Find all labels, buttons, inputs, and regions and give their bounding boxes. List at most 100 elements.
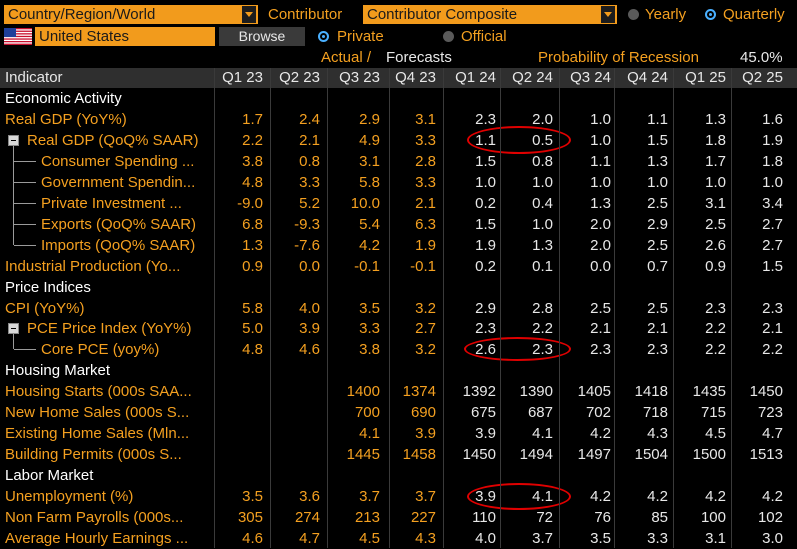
table-row[interactable]: New Home Sales (000s S... 700 690 675 687 702…: [0, 402, 797, 423]
table-row[interactable]: Existing Home Sales (Mln... 4.1 3.9 3.9 4.1 4…: [0, 423, 797, 444]
table-cell: 3.3: [299, 173, 320, 191]
table-row[interactable]: Real GDP (YoY%) 1.7 2.4 2.9 3.1 2.3 2.0 1.0 1.1 1…: [0, 109, 797, 130]
table-row[interactable]: Government Spendin... 4.8 3.3 5.8 3.3 1.0 1.0 1…: [0, 172, 797, 193]
table-cell: 5.4: [359, 215, 380, 233]
table-cell: 2.0: [590, 215, 611, 233]
indicator-label: Existing Home Sales (Mln...: [5, 425, 190, 443]
table-row[interactable]: PCE Price Index (YoY%) 5.0 3.9 3.3 2.7 2.3 2.2…: [0, 318, 797, 339]
table-cell: 0.8: [532, 152, 553, 170]
collapse-icon[interactable]: [8, 323, 19, 335]
table-cell: 1445: [346, 446, 380, 464]
table-cell: 1450: [749, 383, 783, 401]
table-cell: 3.7: [359, 488, 380, 506]
table-row[interactable]: Industrial Production (Yo... 0.9 0.0 -0.1 -0…: [0, 256, 797, 277]
annotation-circle-gdp: [467, 126, 571, 154]
collapse-icon[interactable]: [8, 134, 19, 146]
table-cell: 1.0: [532, 215, 553, 233]
table-row[interactable]: Real GDP (QoQ% SAAR) 2.2 2.1 4.9 3.3 1.1 0.5 1.…: [0, 130, 797, 151]
quarterly-label[interactable]: Quarterly: [723, 6, 785, 23]
table-cell: 4.2: [359, 236, 380, 254]
browse-button[interactable]: Browse: [219, 27, 305, 46]
table-cell: 1374: [402, 383, 436, 401]
table-cell: 2.1: [647, 320, 668, 338]
yearly-radio[interactable]: [628, 9, 639, 20]
table-cell: 1.0: [590, 131, 611, 149]
private-label[interactable]: Private: [337, 28, 384, 45]
table-cell: 1.3: [647, 152, 668, 170]
section-header: Housing Market: [0, 360, 797, 381]
table-row[interactable]: CPI (YoY%) 5.8 4.0 3.5 3.2 2.9 2.8 2.5 2.5 2.3 2.3: [0, 298, 797, 319]
table-cell: 76: [594, 509, 611, 526]
annotation-circle-unemployment: [467, 483, 571, 510]
table-cell: 2.9: [647, 215, 668, 233]
official-radio[interactable]: [443, 31, 454, 42]
recession-label: Probability of Recession: [538, 49, 699, 66]
region-dropdown[interactable]: Country/Region/World: [4, 5, 258, 24]
table-cell: 0.2: [475, 257, 496, 275]
table-cell: 5.2: [299, 194, 320, 212]
table-cell: 3.3: [415, 173, 436, 191]
table-cell: 0.9: [242, 257, 263, 275]
table-row[interactable]: Unemployment (%) 3.5 3.6 3.7 3.7 3.9 4.1 4.2 4.2…: [0, 486, 797, 507]
table-cell: 2.3: [590, 341, 611, 359]
table-cell: 2.5: [647, 236, 668, 254]
table-cell: 4.5: [359, 529, 380, 547]
indicator-label: Government Spendin...: [41, 173, 196, 191]
private-radio[interactable]: [318, 31, 329, 42]
country-input[interactable]: United States: [35, 27, 215, 46]
table-cell: 1.1: [590, 152, 611, 170]
table-row[interactable]: Consumer Spending ... 3.8 0.8 3.1 2.8 1.5 0.8 1…: [0, 151, 797, 172]
table-cell: 1.5: [475, 215, 496, 233]
table-cell: 3.2: [415, 299, 436, 317]
contributor-dropdown[interactable]: Contributor Composite: [363, 5, 617, 24]
table-cell: 4.3: [415, 529, 436, 547]
indicator-label: Non Farm Payrolls (000s...: [5, 509, 184, 526]
quarterly-radio[interactable]: [705, 9, 716, 20]
table-cell: 1494: [519, 446, 553, 464]
yearly-label[interactable]: Yearly: [645, 6, 687, 23]
table-cell: 2.7: [762, 236, 783, 254]
table-cell: 4.5: [705, 425, 726, 443]
table-row[interactable]: Core PCE (yoy%) 4.8 4.6 3.8 3.2 2.6 2.3 2.3 2.3 2…: [0, 339, 797, 360]
table-cell: 1.0: [647, 173, 668, 191]
table-cell: 1.3: [242, 236, 263, 254]
table-row[interactable]: Exports (QoQ% SAAR) 6.8 -9.3 5.4 6.3 1.5 1.0 2.…: [0, 214, 797, 235]
official-label[interactable]: Official: [461, 28, 507, 45]
table-cell: 715: [700, 404, 726, 422]
section-label: Economic Activity: [5, 90, 122, 107]
section-header: Economic Activity: [0, 88, 797, 109]
section-label: Price Indices: [5, 278, 91, 296]
column-divider: [443, 68, 444, 548]
indicator-label: PCE Price Index (YoY%): [27, 320, 192, 338]
table-cell: 1390: [519, 383, 553, 401]
table-cell: 3.9: [299, 320, 320, 338]
chevron-down-icon[interactable]: [601, 6, 615, 23]
table-cell: 2.8: [415, 152, 436, 170]
tree-line: [13, 334, 14, 350]
table-cell: 3.1: [359, 152, 380, 170]
table-cell: 0.0: [590, 257, 611, 275]
table-cell: 2.7: [762, 215, 783, 233]
table-row[interactable]: Housing Starts (000s SAA... 1400 1374 1392 1…: [0, 381, 797, 402]
table-cell: 4.2: [647, 488, 668, 506]
column-divider: [389, 68, 390, 548]
table-row[interactable]: Average Hourly Earnings ... 4.6 4.7 4.5 4.3 4…: [0, 528, 797, 549]
chevron-down-icon[interactable]: [242, 6, 256, 23]
table-row[interactable]: Non Farm Payrolls (000s... 305 274 213 227 11…: [0, 507, 797, 528]
table-cell: 4.2: [590, 425, 611, 443]
table-cell: 1.6: [762, 110, 783, 128]
table-cell: 3.7: [415, 488, 436, 506]
table-row[interactable]: Private Investment ... -9.0 5.2 10.0 2.1 0.2 0…: [0, 193, 797, 214]
table-cell: 1450: [462, 446, 496, 464]
table-cell: 1497: [577, 446, 611, 464]
indicator-label: Consumer Spending ...: [41, 152, 195, 170]
table-row[interactable]: Imports (QoQ% SAAR) 1.3 -7.6 4.2 1.9 1.9 1.3 2.…: [0, 235, 797, 256]
section-header: Price Indices: [0, 277, 797, 298]
header-col-2: Q2 23: [279, 69, 320, 86]
table-cell: 3.1: [415, 110, 436, 128]
table-cell: 1.7: [705, 152, 726, 170]
table-cell: 213: [354, 509, 380, 526]
table-cell: 2.1: [762, 320, 783, 338]
table-row[interactable]: Building Permits (000s S... 1445 1458 1450 1…: [0, 444, 797, 465]
table-cell: 1.0: [590, 110, 611, 128]
